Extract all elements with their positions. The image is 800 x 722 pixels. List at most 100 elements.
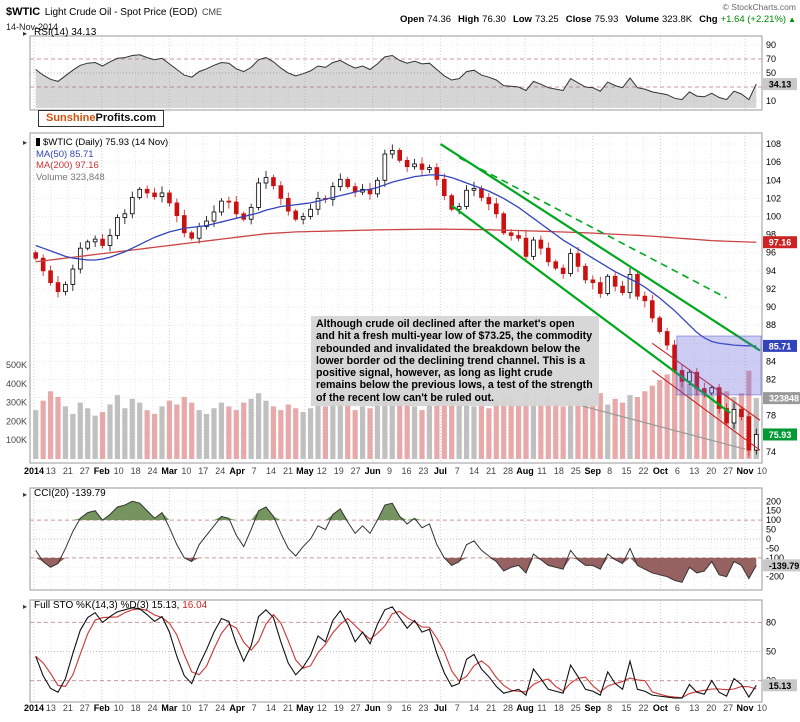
svg-text:14: 14 xyxy=(266,466,276,476)
svg-text:24: 24 xyxy=(215,703,225,713)
svg-text:10: 10 xyxy=(181,703,191,713)
svg-text:-200: -200 xyxy=(766,572,784,582)
svg-text:10: 10 xyxy=(114,466,124,476)
svg-text:25: 25 xyxy=(571,466,581,476)
svg-text:Jul: Jul xyxy=(434,703,447,713)
svg-text:-50: -50 xyxy=(766,543,779,553)
svg-text:May: May xyxy=(296,703,314,713)
svg-text:23: 23 xyxy=(418,703,428,713)
svg-text:21: 21 xyxy=(283,466,293,476)
svg-text:200: 200 xyxy=(766,496,781,506)
svg-text:Jul: Jul xyxy=(434,466,447,476)
svg-text:24: 24 xyxy=(148,703,158,713)
svg-text:50: 50 xyxy=(766,525,776,535)
rsi-collapse-arrow-icon[interactable]: ▸ xyxy=(23,29,28,38)
svg-text:15: 15 xyxy=(622,703,632,713)
svg-text:7: 7 xyxy=(252,703,257,713)
svg-text:14: 14 xyxy=(469,703,479,713)
svg-text:2014: 2014 xyxy=(24,466,44,476)
svg-text:17: 17 xyxy=(198,703,208,713)
svg-text:Nov: Nov xyxy=(737,466,754,476)
svg-text:-139.79: -139.79 xyxy=(769,561,800,571)
quote-value: 323.8K xyxy=(661,14,693,25)
svg-text:104: 104 xyxy=(766,175,781,185)
legend-symbol-text: $WTIC (Daily) 75.93 (14 Nov) xyxy=(43,137,169,148)
svg-text:Mar: Mar xyxy=(161,703,178,713)
instrument-name: Light Crude Oil - Spot Price (EOD) xyxy=(44,7,198,18)
svg-text:10: 10 xyxy=(766,96,776,106)
svg-text:14: 14 xyxy=(266,703,276,713)
main-collapse-arrow-icon[interactable]: ▸ xyxy=(23,138,28,147)
svg-text:21: 21 xyxy=(486,466,496,476)
sto-collapse-arrow-icon[interactable]: ▸ xyxy=(23,602,28,611)
svg-text:Oct: Oct xyxy=(653,703,668,713)
svg-text:13: 13 xyxy=(689,466,699,476)
cci-panel-label: CCI(20) -139.79 xyxy=(34,488,106,499)
svg-text:23: 23 xyxy=(418,466,428,476)
exchange-label: CME xyxy=(201,7,222,17)
svg-text:7: 7 xyxy=(455,466,460,476)
svg-text:7: 7 xyxy=(252,466,257,476)
svg-text:22: 22 xyxy=(638,466,648,476)
legend-symbol-line: $WTIC (Daily) 75.93 (14 Nov) xyxy=(36,137,168,149)
ohlc-quote-row: Open 74.36 High 76.30 Low 73.25 Close 75.93 Volu… xyxy=(400,14,796,25)
svg-text:18: 18 xyxy=(131,703,141,713)
svg-text:21: 21 xyxy=(63,466,73,476)
svg-text:27: 27 xyxy=(80,703,90,713)
svg-text:102: 102 xyxy=(766,193,781,203)
svg-text:24: 24 xyxy=(215,466,225,476)
ticker-symbol: $WTIC xyxy=(6,6,41,18)
svg-text:-100: -100 xyxy=(766,553,784,563)
svg-text:96: 96 xyxy=(766,248,776,258)
logo-text-profits: Profits.com xyxy=(95,112,157,124)
svg-text:22: 22 xyxy=(638,703,648,713)
svg-text:100: 100 xyxy=(766,515,781,525)
quote-label: Close xyxy=(565,14,592,25)
quote-label: High xyxy=(458,14,480,25)
svg-text:88: 88 xyxy=(766,320,776,330)
svg-text:6: 6 xyxy=(675,466,680,476)
svg-text:17: 17 xyxy=(198,466,208,476)
sunshine-profits-logo[interactable]: SunshineProfits.com xyxy=(38,110,165,127)
svg-text:27: 27 xyxy=(351,703,361,713)
svg-text:10: 10 xyxy=(757,466,767,476)
svg-text:18: 18 xyxy=(131,466,141,476)
svg-text:Oct: Oct xyxy=(653,466,668,476)
svg-text:100K: 100K xyxy=(6,435,27,445)
svg-text:300K: 300K xyxy=(6,398,27,408)
copyright[interactable]: © StockCharts.com xyxy=(722,2,796,12)
svg-text:19: 19 xyxy=(334,703,344,713)
cci-collapse-arrow-icon[interactable]: ▸ xyxy=(23,490,28,499)
svg-text:20: 20 xyxy=(706,703,716,713)
svg-text:84: 84 xyxy=(766,356,776,366)
svg-text:11: 11 xyxy=(537,703,546,713)
svg-text:25: 25 xyxy=(571,703,581,713)
svg-text:24: 24 xyxy=(148,466,158,476)
svg-text:9: 9 xyxy=(387,703,392,713)
svg-text:6: 6 xyxy=(675,703,680,713)
svg-text:90: 90 xyxy=(766,302,776,312)
svg-text:13: 13 xyxy=(46,466,56,476)
svg-text:108: 108 xyxy=(766,139,781,149)
svg-text:21: 21 xyxy=(283,703,293,713)
svg-text:34.13: 34.13 xyxy=(769,80,792,90)
svg-text:Sep: Sep xyxy=(584,703,601,713)
svg-text:18: 18 xyxy=(554,703,564,713)
candlestick-icon xyxy=(36,138,40,146)
svg-text:Jun: Jun xyxy=(365,703,381,713)
chart-date: 14-Nov-2014 xyxy=(6,22,59,32)
svg-text:10: 10 xyxy=(114,703,124,713)
svg-text:0: 0 xyxy=(766,534,771,544)
svg-text:Jun: Jun xyxy=(365,466,381,476)
svg-text:13: 13 xyxy=(46,703,56,713)
quote-label: Volume xyxy=(625,14,659,25)
svg-text:21: 21 xyxy=(486,703,496,713)
svg-text:16: 16 xyxy=(401,703,411,713)
svg-text:8: 8 xyxy=(607,466,612,476)
logo-text-sunshine: Sunshine xyxy=(46,112,96,124)
svg-text:97.16: 97.16 xyxy=(769,238,792,248)
svg-text:Nov: Nov xyxy=(737,703,754,713)
svg-text:90: 90 xyxy=(766,40,776,50)
quote-value: 76.30 xyxy=(482,14,506,25)
svg-text:Feb: Feb xyxy=(94,703,111,713)
